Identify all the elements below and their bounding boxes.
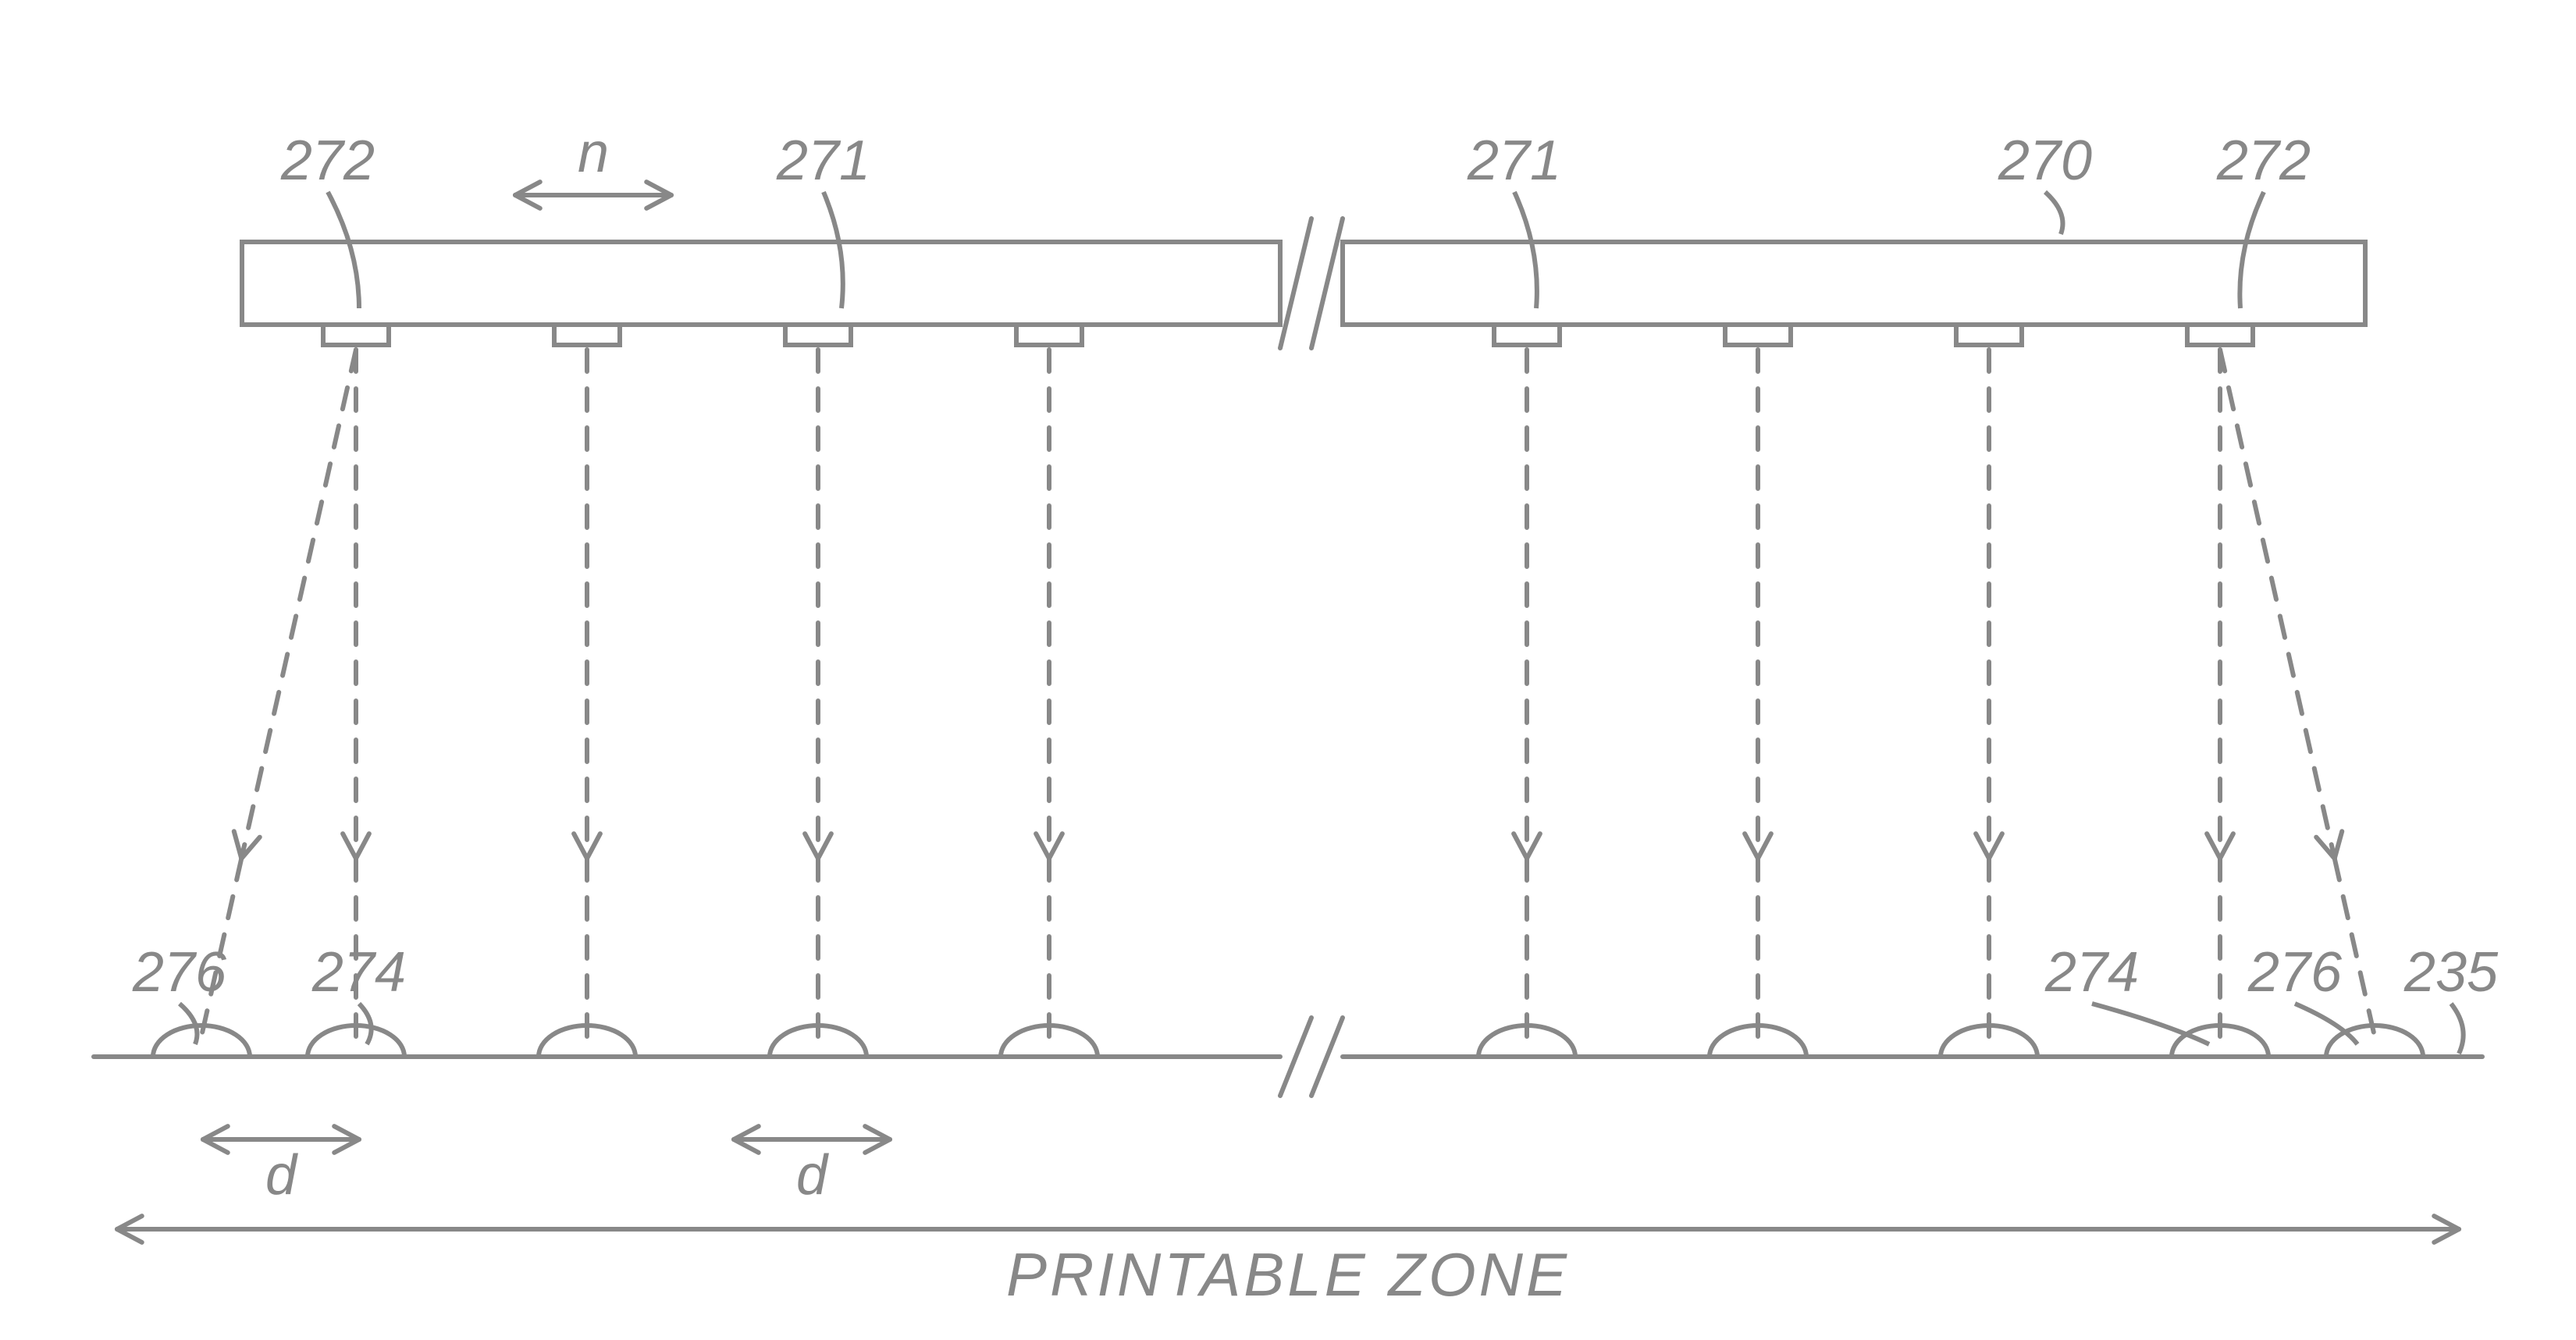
leader-line	[2451, 1004, 2464, 1054]
dim-d-label: d	[265, 1144, 298, 1207]
leader-line	[180, 1004, 197, 1044]
leader-line	[2295, 1004, 2357, 1044]
printhead-bar-left	[242, 242, 1280, 325]
leader-line	[1514, 192, 1537, 308]
printable-zone-label: PRINTABLE ZONE	[1006, 1240, 1570, 1309]
ref-label: 270	[1998, 130, 2092, 192]
ref-label: 276	[2247, 941, 2343, 1004]
ref-label: 272	[280, 130, 375, 192]
nozzle	[323, 325, 389, 345]
dim-n-label: n	[578, 122, 609, 184]
ref-label: 271	[776, 130, 870, 192]
nozzle	[1956, 325, 2022, 345]
patent-diagram: 272 271 271 270 272 276 274 274 276 235 n d d PRINTAB…	[0, 0, 2576, 1340]
dim-d-label: d	[796, 1144, 829, 1207]
nozzle	[1494, 325, 1560, 345]
nozzle	[554, 325, 620, 345]
ref-label: 276	[132, 941, 227, 1004]
ref-label: 271	[1467, 130, 1561, 192]
leader-line	[824, 192, 843, 308]
leader-line	[2240, 192, 2264, 308]
leader-line	[2092, 1004, 2209, 1044]
nozzle	[2187, 325, 2253, 345]
leader-line	[328, 192, 359, 308]
printhead-bar-right	[1343, 242, 2365, 325]
ref-label: 274	[2044, 941, 2139, 1004]
nozzle	[1725, 325, 1791, 345]
ref-label: 272	[2216, 130, 2311, 192]
nozzle	[785, 325, 851, 345]
nozzle	[1016, 325, 1082, 345]
ref-label: 235	[2403, 941, 2499, 1004]
leader-line	[2045, 192, 2063, 234]
ref-label: 274	[311, 941, 406, 1004]
